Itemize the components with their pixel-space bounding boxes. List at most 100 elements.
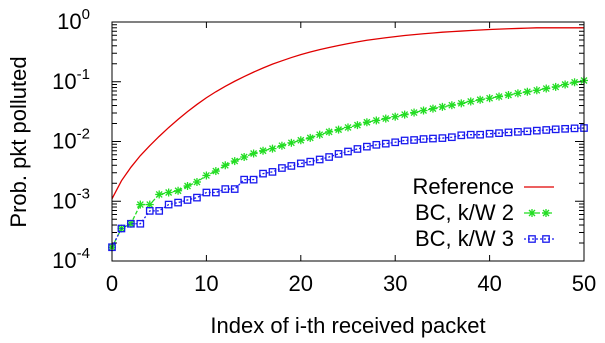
- data-point: [542, 126, 551, 134]
- data-point: [400, 136, 409, 145]
- series-2: [108, 76, 588, 252]
- data-point: [344, 123, 352, 132]
- marker-stroke: [269, 145, 276, 153]
- data-point: [485, 94, 494, 103]
- marker-stroke: [391, 113, 399, 121]
- data-point: [495, 129, 503, 137]
- marker-stroke: [184, 182, 191, 190]
- data-point: [542, 84, 551, 93]
- data-point: [240, 153, 249, 162]
- data-point: [400, 110, 409, 119]
- marker-stroke: [287, 139, 295, 147]
- marker-stroke: [297, 136, 305, 144]
- data-point: [476, 95, 485, 104]
- data-point: [174, 186, 183, 195]
- marker-stroke: [467, 97, 475, 105]
- marker-stroke: [486, 94, 494, 102]
- marker-stroke: [505, 91, 512, 99]
- marker-stroke: [353, 121, 361, 129]
- data-point: [117, 224, 126, 233]
- data-point: [249, 175, 258, 184]
- data-point: [466, 97, 475, 106]
- marker-stroke: [259, 147, 267, 155]
- plot-series: [108, 27, 588, 252]
- marker-stroke: [127, 220, 135, 228]
- series-1: [111, 27, 584, 200]
- data-point: [315, 155, 324, 164]
- data-point: [164, 188, 173, 197]
- data-point: [315, 130, 324, 139]
- data-point: [325, 127, 334, 136]
- marker-stroke: [420, 107, 427, 114]
- marker-stroke: [410, 109, 418, 117]
- series-line: [111, 27, 584, 200]
- series-3: [108, 124, 588, 252]
- data-point: [136, 219, 145, 228]
- data-point: [513, 89, 522, 98]
- plot-frame: [111, 21, 585, 262]
- legend-label: BC, k/W 2: [415, 200, 514, 225]
- data-point: [211, 167, 220, 176]
- data-point: [296, 159, 305, 168]
- data-point: [447, 133, 456, 142]
- data-point: [372, 140, 381, 149]
- marker-stroke: [165, 189, 173, 196]
- y-tick-label: 10-1: [52, 66, 90, 94]
- marker-stroke: [528, 209, 536, 217]
- x-tick-label: 10: [194, 271, 218, 296]
- marker-stroke: [250, 150, 258, 157]
- y-tick-base: 10: [52, 248, 76, 273]
- marker-stroke: [278, 142, 286, 150]
- data-point: [287, 162, 296, 170]
- marker-stroke: [448, 101, 456, 109]
- marker-stroke: [457, 99, 465, 107]
- data-point: [221, 185, 230, 193]
- data-point: [296, 136, 305, 145]
- x-tick-label: 30: [383, 271, 407, 296]
- data-point: [391, 112, 400, 121]
- data-point: [230, 157, 239, 166]
- data-point: [192, 177, 201, 186]
- x-tick-label: 0: [106, 271, 118, 296]
- data-point: [136, 200, 145, 209]
- marker-stroke: [240, 153, 248, 161]
- marker-stroke: [174, 187, 182, 195]
- data-point: [504, 128, 513, 137]
- y-tick-label: 100: [57, 6, 90, 34]
- data-point: [504, 91, 513, 100]
- marker-stroke: [514, 89, 522, 97]
- data-point: [164, 200, 173, 209]
- data-point: [155, 190, 164, 199]
- data-point: [183, 196, 192, 204]
- data-point: [325, 153, 333, 161]
- marker-stroke: [401, 111, 409, 119]
- y-tick-exponent: 0: [82, 6, 90, 23]
- data-point: [457, 99, 466, 108]
- marker-stroke: [136, 201, 144, 209]
- y-tick-label: 10-3: [52, 185, 90, 213]
- marker-stroke: [344, 123, 352, 131]
- data-point: [570, 78, 579, 87]
- legend-swatch-marker: [542, 235, 550, 243]
- y-tick-exponent: -3: [77, 185, 90, 202]
- marker-stroke: [495, 93, 503, 101]
- legend-swatch-marker: [542, 209, 550, 217]
- marker-stroke: [552, 83, 560, 91]
- x-tick-label: 50: [572, 271, 596, 296]
- data-point: [155, 207, 164, 215]
- data-point: [230, 185, 239, 193]
- data-point: [381, 114, 390, 123]
- marker-stroke: [363, 118, 371, 126]
- marker-stroke: [316, 131, 324, 139]
- data-point: [419, 106, 428, 115]
- y-tick-exponent: -4: [77, 245, 90, 262]
- data-point: [466, 130, 475, 139]
- data-point: [334, 150, 343, 158]
- data-point: [438, 102, 447, 111]
- data-point: [259, 146, 268, 155]
- data-point: [561, 124, 569, 133]
- data-point: [372, 116, 381, 125]
- y-tick-label: 10-4: [52, 245, 90, 273]
- data-point: [277, 141, 286, 150]
- data-point: [344, 147, 352, 156]
